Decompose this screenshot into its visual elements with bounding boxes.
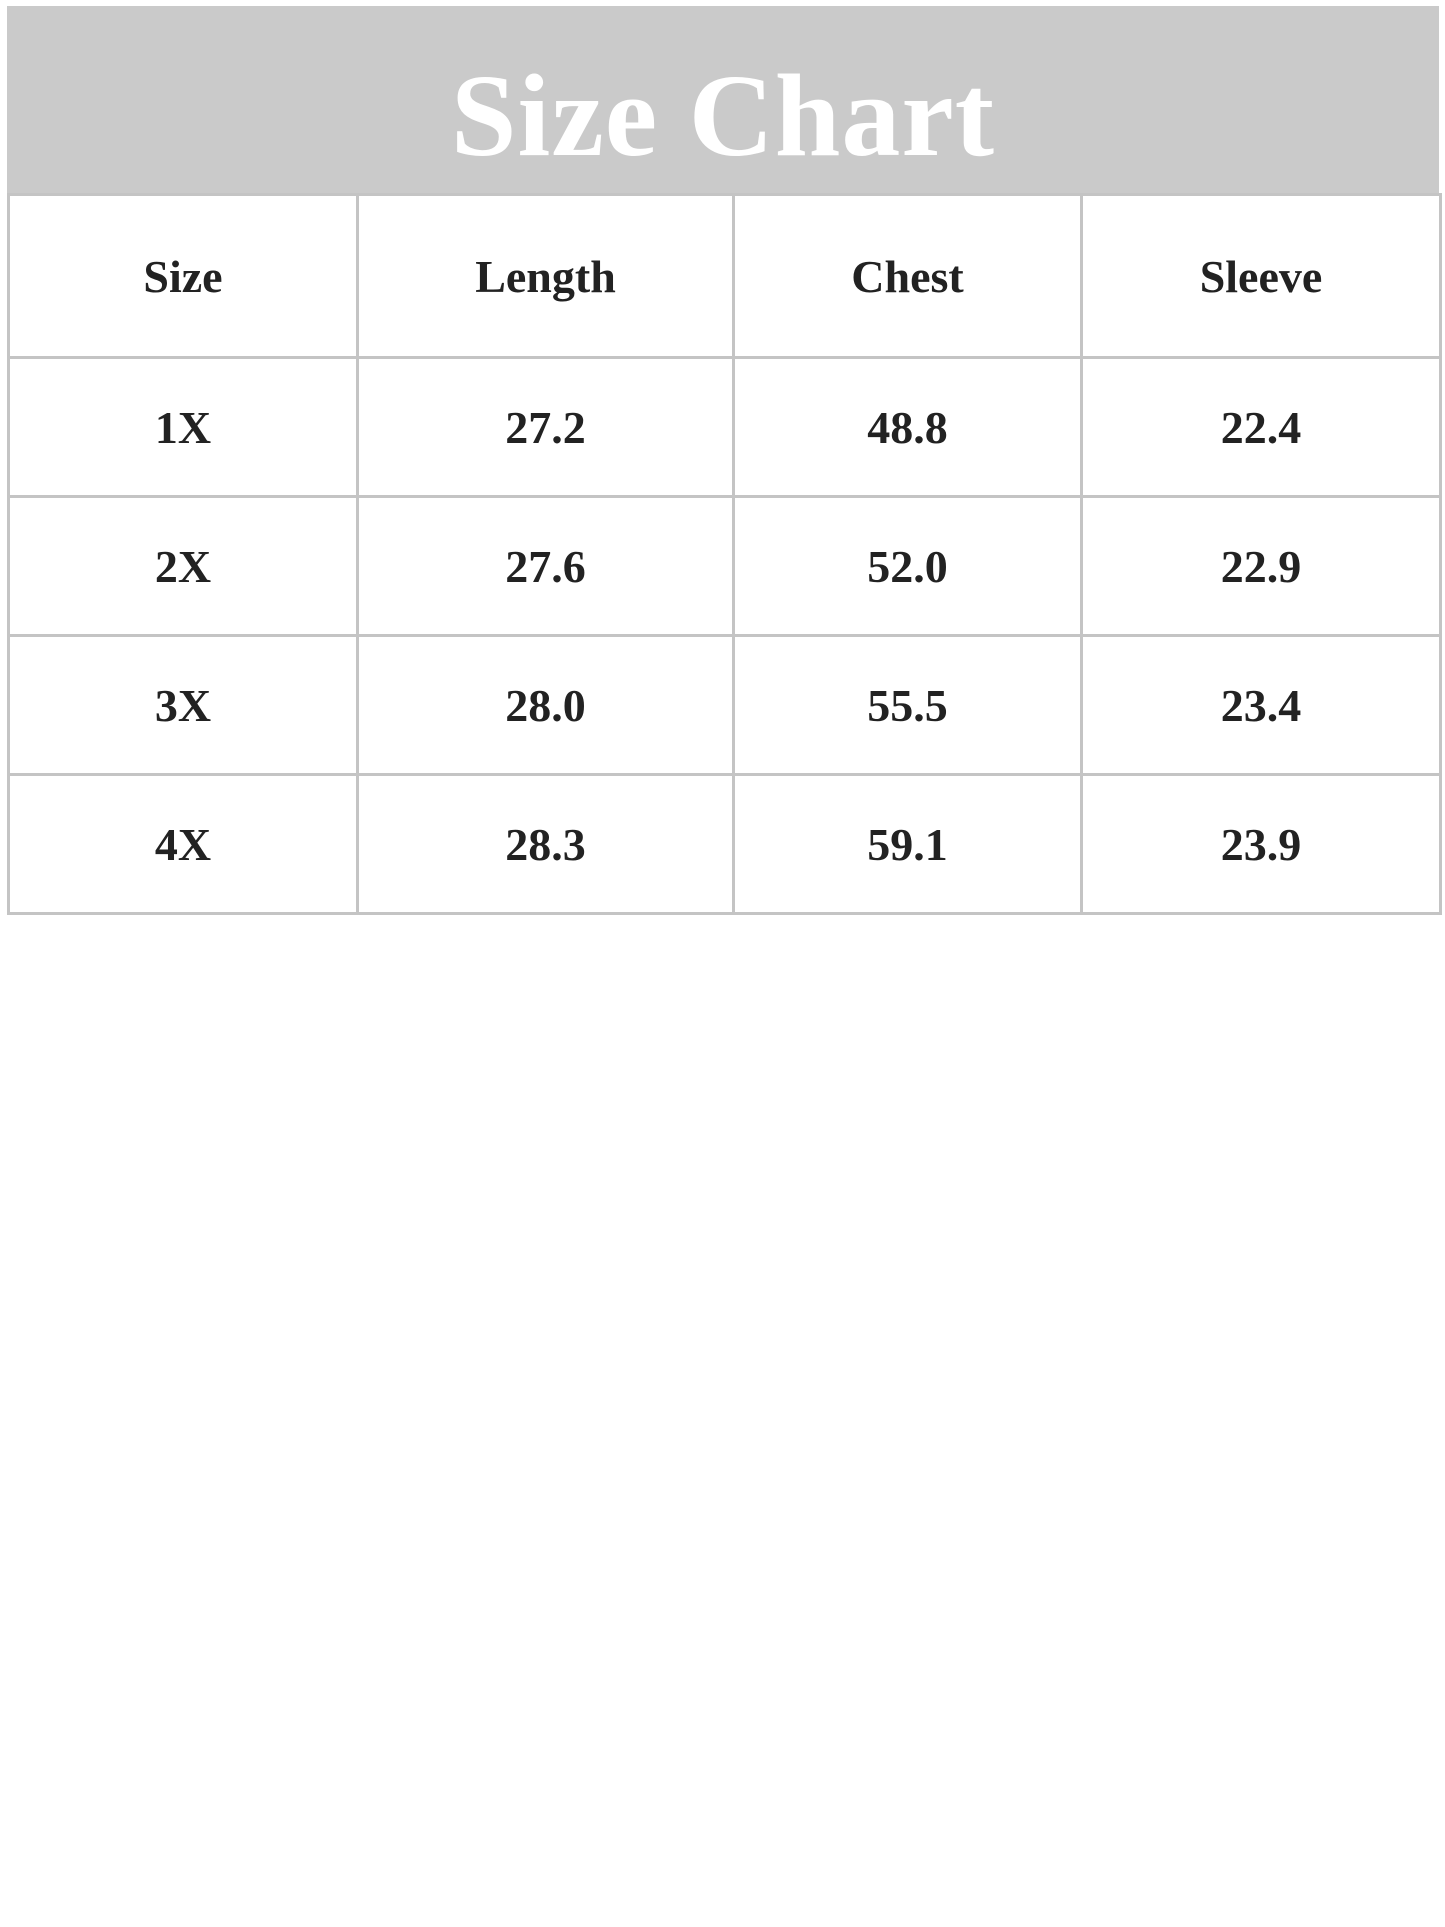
table-row: 4X 28.3 59.1 23.9 [7, 773, 1442, 915]
header-size: Size [7, 193, 359, 359]
header-chest: Chest [732, 193, 1083, 359]
cell-length: 28.0 [356, 634, 735, 776]
title-band: Size Chart [7, 6, 1439, 193]
cell-chest: 59.1 [732, 773, 1083, 915]
page-title: Size Chart [450, 50, 996, 181]
cell-sleeve: 23.9 [1080, 773, 1442, 915]
cell-sleeve: 22.9 [1080, 495, 1442, 637]
cell-sleeve: 22.4 [1080, 356, 1442, 498]
cell-size: 2X [7, 495, 359, 637]
cell-chest: 55.5 [732, 634, 1083, 776]
size-table: Size Length Chest Sleeve 1X 27.2 48.8 22… [7, 193, 1442, 915]
cell-chest: 48.8 [732, 356, 1083, 498]
header-length: Length [356, 193, 735, 359]
cell-length: 27.6 [356, 495, 735, 637]
cell-length: 27.2 [356, 356, 735, 498]
cell-size: 3X [7, 634, 359, 776]
cell-size: 4X [7, 773, 359, 915]
table-row: 1X 27.2 48.8 22.4 [7, 356, 1442, 498]
header-row: Size Length Chest Sleeve [7, 193, 1442, 359]
table-row: 2X 27.6 52.0 22.9 [7, 495, 1442, 637]
cell-length: 28.3 [356, 773, 735, 915]
table-row: 3X 28.0 55.5 23.4 [7, 634, 1442, 776]
cell-size: 1X [7, 356, 359, 498]
cell-chest: 52.0 [732, 495, 1083, 637]
header-sleeve: Sleeve [1080, 193, 1442, 359]
cell-sleeve: 23.4 [1080, 634, 1442, 776]
